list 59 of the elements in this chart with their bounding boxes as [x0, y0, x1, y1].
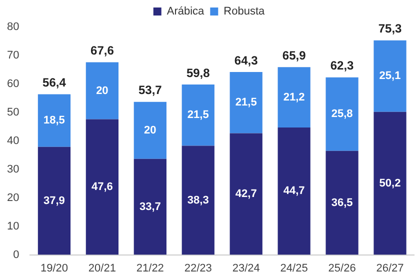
data-label: 18,5: [44, 114, 65, 127]
data-label: 50,2: [379, 177, 401, 190]
bar: [38, 94, 71, 147]
data-label: 21,2: [283, 91, 305, 104]
total-label: 75,3: [378, 22, 402, 36]
total-label: 56,4: [42, 76, 66, 90]
bar: [278, 67, 310, 128]
bar: [230, 133, 262, 255]
bar: [326, 150, 358, 255]
data-label: 33,7: [139, 200, 161, 213]
bar: [86, 119, 118, 255]
x-tick-label: 26/27: [376, 262, 404, 274]
total-label: 64,3: [234, 53, 258, 68]
total-label: 67,6: [90, 44, 114, 58]
total-label: 65,9: [282, 48, 306, 62]
data-label: 42,7: [235, 188, 257, 200]
data-label: 21,5: [235, 96, 257, 109]
y-tick-label: 60: [6, 78, 20, 90]
y-tick-label: 40: [6, 134, 20, 147]
y-tick-label: 10: [6, 220, 20, 232]
total-label: 59,8: [186, 66, 210, 80]
x-tick-label: 21/22: [136, 262, 164, 274]
x-tick-label: 19/20: [40, 262, 68, 274]
y-tick-label: 20: [6, 192, 20, 204]
data-label: 21,5: [187, 109, 209, 122]
bar: [134, 102, 166, 159]
y-tick-label: 30: [6, 163, 20, 176]
bar: [374, 112, 406, 255]
data-label: 25,1: [379, 70, 401, 82]
y-tick-label: 0: [13, 248, 20, 261]
y-tick-label: 70: [6, 50, 20, 62]
legend-label: Arábica: [166, 6, 206, 18]
data-label: 47,6: [91, 181, 113, 194]
bar: [326, 77, 358, 151]
data-label: 36,5: [331, 196, 353, 209]
x-tick-label: 22/23: [184, 262, 212, 274]
total-label: 62,3: [330, 58, 354, 73]
bar: [38, 146, 71, 255]
x-tick-label: 24/25: [280, 262, 308, 274]
data-label: 44,7: [283, 185, 305, 198]
bar: [182, 146, 214, 255]
bar: [86, 62, 118, 120]
bar: [230, 72, 262, 134]
data-label: 38,3: [187, 194, 209, 206]
data-label: 37,9: [44, 194, 65, 207]
y-tick-label: 50: [6, 106, 20, 118]
x-tick-label: 25/26: [328, 262, 356, 274]
bar: [374, 40, 406, 112]
data-label: 25,8: [331, 108, 353, 120]
data-label: 20: [96, 84, 108, 97]
y-tick-label: 80: [6, 21, 20, 34]
bar: [182, 84, 214, 146]
x-tick-label: 20/21: [88, 262, 116, 274]
x-tick-label: 23/24: [232, 262, 260, 274]
data-label: 20: [144, 124, 156, 136]
bar: [134, 158, 166, 255]
bar: [278, 128, 310, 255]
total-label: 53,7: [138, 83, 162, 98]
legend-label: Robusta: [224, 6, 266, 18]
